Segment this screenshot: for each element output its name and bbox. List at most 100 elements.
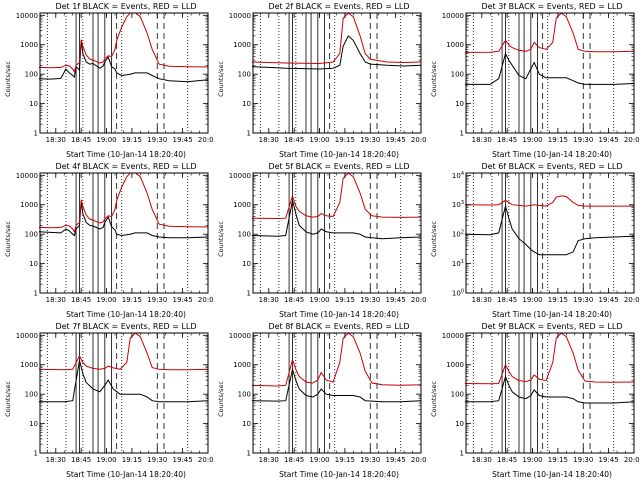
series-line-events: [38, 201, 209, 239]
x-tick-label: 19:15: [122, 456, 142, 464]
x-tick-label: 19:45: [386, 136, 406, 144]
x-tick-label: 19:45: [173, 456, 193, 464]
x-tick-label: 19:00: [96, 136, 116, 144]
x-tick-label: 19:15: [122, 296, 142, 304]
x-tick-label: 19:30: [360, 456, 380, 464]
detector-panel-7: 1 10 100 1000 10000 18:30 18:45 19:00 19:15 19:30…: [0, 320, 213, 480]
series-line-lld: [464, 332, 635, 385]
y-tick-label: 100: [238, 391, 251, 399]
x-tick-label: 19:00: [96, 456, 116, 464]
x-tick-label: 19:30: [147, 456, 167, 464]
y-tick-label: 1000: [20, 361, 38, 369]
x-tick-label: 19:30: [360, 136, 380, 144]
y-axis-label: Counts/sec: [430, 381, 438, 417]
y-axis-label: Counts/sec: [217, 221, 225, 257]
detector-panel-9: 1 10 100 1000 10000 18:30 18:45 19:00 19:15 19:30…: [426, 320, 639, 480]
y-tick-label: 103: [452, 200, 464, 209]
x-tick-label: 19:45: [173, 136, 193, 144]
series-line-lld: [38, 332, 209, 371]
x-axis-label: Start Time (10-Jan-14 18:20:40): [279, 150, 399, 159]
x-tick-label: 20:00: [624, 456, 639, 464]
plot-frame: [465, 332, 635, 454]
x-tick-label: 20:00: [624, 136, 639, 144]
series-line-events: [38, 40, 209, 83]
x-tick-label: 19:30: [360, 296, 380, 304]
chart-title: Det 1f BLACK = Events, RED = LLD: [55, 2, 197, 11]
x-tick-label: 18:30: [472, 136, 492, 144]
x-tick-label: 18:45: [284, 136, 304, 144]
x-tick-label: 18:30: [472, 296, 492, 304]
series-line-events: [464, 52, 635, 85]
x-tick-label: 18:45: [497, 296, 517, 304]
series-line-lld: [251, 332, 422, 387]
series-line-lld: [38, 172, 209, 234]
x-tick-label: 18:45: [71, 296, 91, 304]
series-line-events: [464, 204, 635, 256]
y-tick-label: 10000: [16, 332, 38, 340]
y-tick-label: 1000: [20, 41, 38, 49]
x-tick-label: 18:30: [259, 136, 279, 144]
chart-title: Det 3f BLACK = Events, RED = LLD: [481, 2, 623, 11]
y-axis-label: Counts/sec: [4, 221, 12, 257]
y-tick-label: 1000: [20, 201, 38, 209]
y-axis-label: Counts/sec: [217, 381, 225, 417]
chart-svg: 1 10 100 1000 10000 18:30 18:45 19:00 19:15 19:30…: [442, 332, 639, 464]
y-tick-label: 100: [451, 391, 464, 399]
x-axis-label: Start Time (10-Jan-14 18:20:40): [279, 310, 399, 319]
x-tick-label: 18:30: [46, 136, 66, 144]
chart-svg: 1 10 100 1000 10000 18:30 18:45 19:00 19:15 19:30…: [229, 172, 426, 304]
x-tick-label: 18:45: [71, 136, 91, 144]
x-tick-label: 18:45: [497, 456, 517, 464]
x-tick-label: 19:00: [96, 296, 116, 304]
x-tick-label: 19:30: [147, 136, 167, 144]
x-tick-label: 19:45: [599, 296, 619, 304]
y-axis-label: Counts/sec: [4, 61, 12, 97]
x-tick-label: 20:00: [411, 456, 426, 464]
y-tick-label: 1000: [446, 361, 464, 369]
x-tick-label: 18:30: [259, 296, 279, 304]
y-tick-label: 10: [455, 100, 464, 108]
series-line-events: [251, 200, 422, 240]
x-tick-label: 18:45: [284, 296, 304, 304]
y-tick-label: 10000: [229, 172, 251, 180]
y-axis-label: Counts/sec: [4, 381, 12, 417]
y-tick-label: 10: [242, 420, 251, 428]
x-tick-label: 19:45: [599, 136, 619, 144]
chart-title: Det 2f BLACK = Events, RED = LLD: [268, 2, 410, 11]
y-tick-label: 1: [247, 450, 251, 458]
x-tick-label: 18:45: [497, 136, 517, 144]
chart-svg: 1 10 100 1000 10000 18:30 18:45 19:00 19:15 19:30…: [229, 332, 426, 464]
y-tick-label: 100: [25, 71, 38, 79]
x-tick-label: 19:00: [522, 456, 542, 464]
plot-frame: [252, 172, 422, 294]
x-axis-label: Start Time (10-Jan-14 18:20:40): [492, 310, 612, 319]
series-line-events: [464, 374, 635, 404]
x-tick-label: 20:00: [198, 296, 213, 304]
y-tick-label: 1: [34, 290, 38, 298]
x-tick-label: 19:15: [548, 136, 568, 144]
series-line-events: [251, 35, 422, 70]
x-tick-label: 18:30: [46, 296, 66, 304]
series-line-lld: [38, 12, 209, 74]
chart-svg: 1 10 100 1000 10000 18:30 18:45 19:00 19:15 19:30…: [16, 12, 213, 144]
x-tick-label: 18:45: [71, 456, 91, 464]
y-tick-label: 10: [29, 420, 38, 428]
y-tick-label: 10: [29, 100, 38, 108]
x-tick-label: 19:15: [335, 296, 355, 304]
chart-svg: 1 10 100 1000 10000 18:30 18:45 19:00 19:15 19:30…: [16, 172, 213, 304]
y-tick-label: 102: [452, 230, 464, 239]
y-tick-label: 1: [460, 450, 464, 458]
x-tick-label: 20:00: [198, 456, 213, 464]
x-tick-label: 20:00: [411, 296, 426, 304]
y-tick-label: 1000: [233, 361, 251, 369]
plot-frame: [465, 12, 635, 134]
x-tick-label: 18:45: [284, 456, 304, 464]
x-tick-label: 19:45: [173, 296, 193, 304]
x-tick-label: 19:45: [386, 296, 406, 304]
series-line-lld: [251, 12, 422, 65]
chart-title: Det 7f BLACK = Events, RED = LLD: [55, 322, 197, 331]
series-line-events: [38, 360, 209, 403]
detector-panel-5: 1 10 100 1000 10000 18:30 18:45 19:00 19:15 19:30…: [213, 160, 426, 320]
y-tick-label: 101: [452, 259, 464, 268]
